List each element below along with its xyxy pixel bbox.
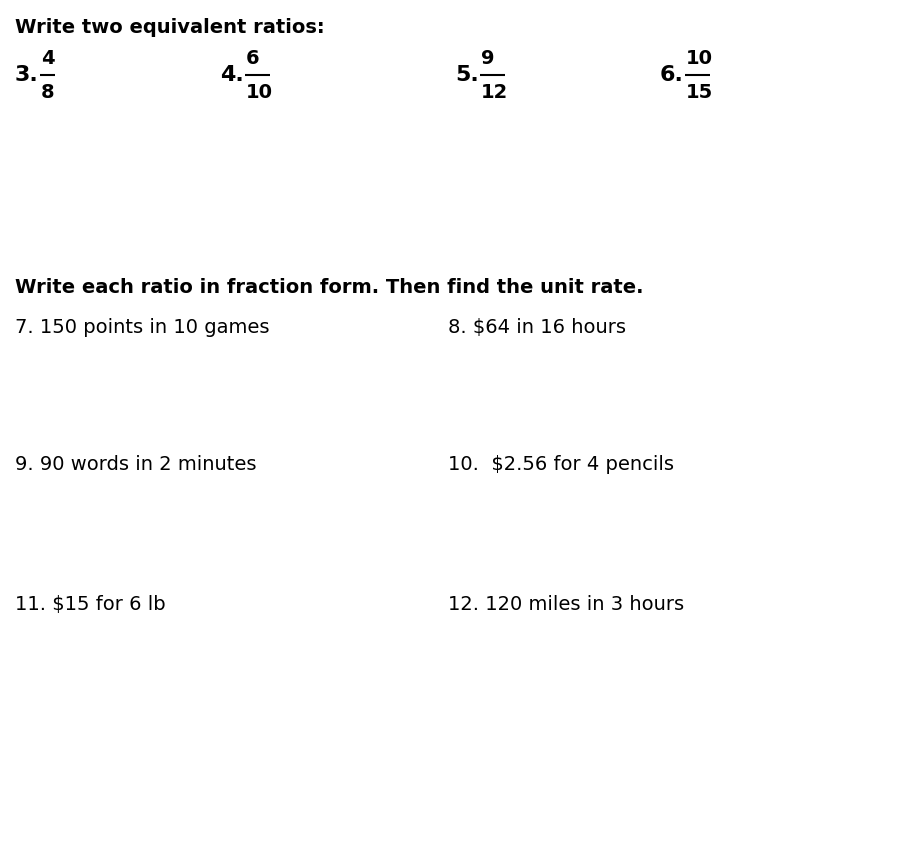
Text: 10.  $2.56 for 4 pencils: 10. $2.56 for 4 pencils (448, 455, 674, 474)
Text: 5.: 5. (455, 65, 479, 85)
Text: Write each ratio in fraction form. Then find the unit rate.: Write each ratio in fraction form. Then … (15, 278, 643, 297)
Text: 4.: 4. (220, 65, 244, 85)
Text: 11. $15 for 6 lb: 11. $15 for 6 lb (15, 595, 166, 614)
Text: 10: 10 (686, 49, 713, 68)
Text: Write two equivalent ratios:: Write two equivalent ratios: (15, 18, 325, 37)
Text: 8: 8 (41, 82, 55, 101)
Text: 10: 10 (246, 82, 273, 101)
Text: 12. 120 miles in 3 hours: 12. 120 miles in 3 hours (448, 595, 684, 614)
Text: 9: 9 (481, 49, 494, 68)
Text: 7. 150 points in 10 games: 7. 150 points in 10 games (15, 318, 269, 337)
Text: 15: 15 (686, 82, 713, 101)
Text: 6.: 6. (660, 65, 684, 85)
Text: 12: 12 (481, 82, 509, 101)
Text: 9. 90 words in 2 minutes: 9. 90 words in 2 minutes (15, 455, 257, 474)
Text: 3.: 3. (15, 65, 39, 85)
Text: 8. $64 in 16 hours: 8. $64 in 16 hours (448, 318, 626, 337)
Text: 4: 4 (41, 49, 55, 68)
Text: 6: 6 (246, 49, 259, 68)
